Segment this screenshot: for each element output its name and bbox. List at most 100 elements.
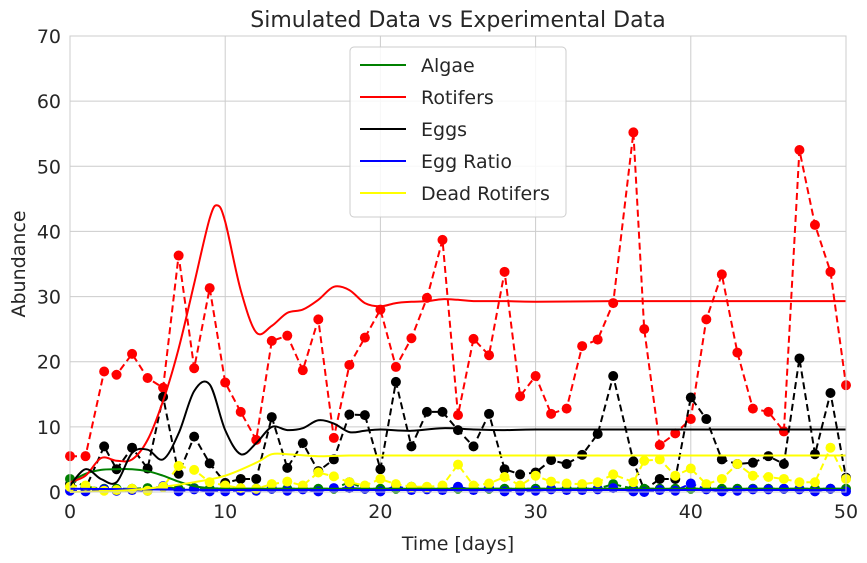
experimental-point-eggs [359, 410, 370, 421]
experimental-point-rotifers [628, 127, 639, 138]
experimental-point-eggs [235, 473, 246, 484]
legend-label-algae: Algae [421, 55, 475, 77]
experimental-point-dead-rotifers [809, 477, 820, 488]
experimental-point-eggs [654, 473, 665, 484]
experimental-point-eggs [608, 371, 619, 382]
legend-box [349, 46, 567, 218]
y-tick-label: 20 [37, 352, 61, 374]
x-tick-label: 50 [834, 501, 858, 523]
experimental-point-rotifers [437, 234, 448, 245]
experimental-point-dead-rotifers [654, 454, 665, 465]
experimental-point-dead-rotifers [763, 472, 774, 483]
experimental-point-rotifers [328, 432, 339, 443]
experimental-point-rotifers [577, 341, 588, 352]
experimental-point-rotifers [546, 408, 557, 419]
simulated-line-rotifers [69, 204, 846, 484]
experimental-point-rotifers [359, 332, 370, 343]
experimental-point-egg-ratio [173, 486, 184, 497]
experimental-point-eggs [825, 387, 836, 398]
experimental-point-eggs [561, 458, 572, 469]
experimental-point-eggs [453, 425, 463, 436]
experimental-point-rotifers [453, 410, 463, 421]
experimental-point-eggs [546, 455, 557, 466]
experimental-point-dead-rotifers [282, 476, 293, 487]
x-axis-label: Time [days] [401, 533, 514, 555]
experimental-point-eggs [189, 431, 200, 442]
experimental-point-rotifers [747, 403, 758, 414]
experimental-point-eggs [794, 353, 805, 364]
experimental-point-eggs [390, 376, 401, 387]
experimental-point-dead-rotifers [701, 479, 712, 490]
experimental-point-dead-rotifers [344, 477, 355, 488]
experimental-point-dead-rotifers [639, 455, 650, 466]
experimental-point-eggs [778, 458, 789, 469]
y-tick-label: 10 [37, 417, 61, 439]
experimental-point-dead-rotifers [685, 463, 696, 474]
experimental-point-eggs [437, 406, 448, 417]
experimental-point-rotifers [515, 391, 526, 402]
experimental-point-dead-rotifers [266, 479, 277, 490]
experimental-point-rotifers [220, 377, 231, 388]
experimental-point-rotifers [406, 333, 417, 344]
experimental-point-rotifers [825, 266, 836, 277]
simulated-line-egg-ratio [69, 487, 846, 492]
experimental-point-dead-rotifers [499, 472, 510, 483]
experimental-point-rotifers [716, 269, 727, 280]
experimental-point-rotifers [235, 406, 246, 417]
experimental-point-rotifers [204, 283, 215, 294]
experimental-point-eggs [375, 464, 386, 475]
experimental-point-dead-rotifers [608, 469, 619, 480]
x-tick-label: 40 [679, 501, 703, 523]
experimental-point-dead-rotifers [328, 471, 339, 482]
experimental-point-dead-rotifers [546, 476, 557, 487]
experimental-point-dead-rotifers [453, 459, 463, 470]
simulated-line-eggs [69, 380, 846, 487]
experimental-point-rotifers [592, 334, 603, 345]
experimental-point-dead-rotifers [173, 460, 184, 471]
experimental-point-eggs [406, 441, 417, 452]
x-tick-label: 0 [64, 501, 76, 523]
experimental-point-dead-rotifers [794, 477, 805, 488]
experimental-point-rotifers [809, 219, 820, 230]
experimental-point-rotifers [173, 250, 184, 261]
experimental-point-eggs [468, 441, 479, 452]
y-tick-label: 50 [37, 156, 61, 178]
experimental-point-eggs [282, 462, 293, 473]
experimental-point-rotifers [561, 403, 572, 414]
legend: Algae Rotifers Eggs Egg Ratio Dead Rotifers [349, 46, 567, 218]
experimental-point-eggs [747, 457, 758, 468]
experimental-point-dead-rotifers [747, 470, 758, 481]
experimental-point-eggs [173, 468, 184, 479]
experimental-point-rotifers [99, 366, 110, 377]
experimental-point-dead-rotifers [390, 479, 401, 490]
experimental-point-rotifers [484, 350, 495, 361]
experimental-point-eggs [685, 392, 696, 403]
legend-label-eggs: Eggs [421, 119, 467, 141]
experimental-point-dead-rotifers [628, 477, 639, 488]
experimental-point-eggs [297, 438, 308, 449]
experimental-point-eggs [204, 458, 215, 469]
experimental-point-eggs [515, 469, 526, 480]
experimental-point-eggs [99, 441, 110, 452]
experimental-point-dead-rotifers [732, 458, 743, 469]
experimental-point-rotifers [80, 451, 91, 462]
experimental-point-rotifers [732, 347, 743, 358]
experimental-point-dead-rotifers [561, 478, 572, 489]
experimental-point-rotifers [778, 426, 789, 437]
y-tick-label: 60 [37, 91, 61, 113]
y-axis-label: Abundance [8, 210, 30, 317]
experimental-point-dead-rotifers [577, 479, 588, 490]
experimental-point-rotifers [639, 324, 650, 335]
y-tick-label: 70 [37, 26, 61, 48]
simulated-line-dead-rotifers [69, 452, 846, 493]
experimental-line-dead-rotifers [69, 445, 847, 492]
experimental-point-rotifers [530, 371, 541, 382]
experimental-point-eggs [251, 473, 262, 484]
experimental-point-rotifers [390, 361, 401, 372]
experimental-point-rotifers [189, 363, 200, 374]
experimental-point-rotifers [701, 314, 712, 325]
plot-frame [69, 35, 847, 493]
experimental-point-rotifers [282, 330, 293, 341]
experimental-point-dead-rotifers [530, 470, 541, 481]
